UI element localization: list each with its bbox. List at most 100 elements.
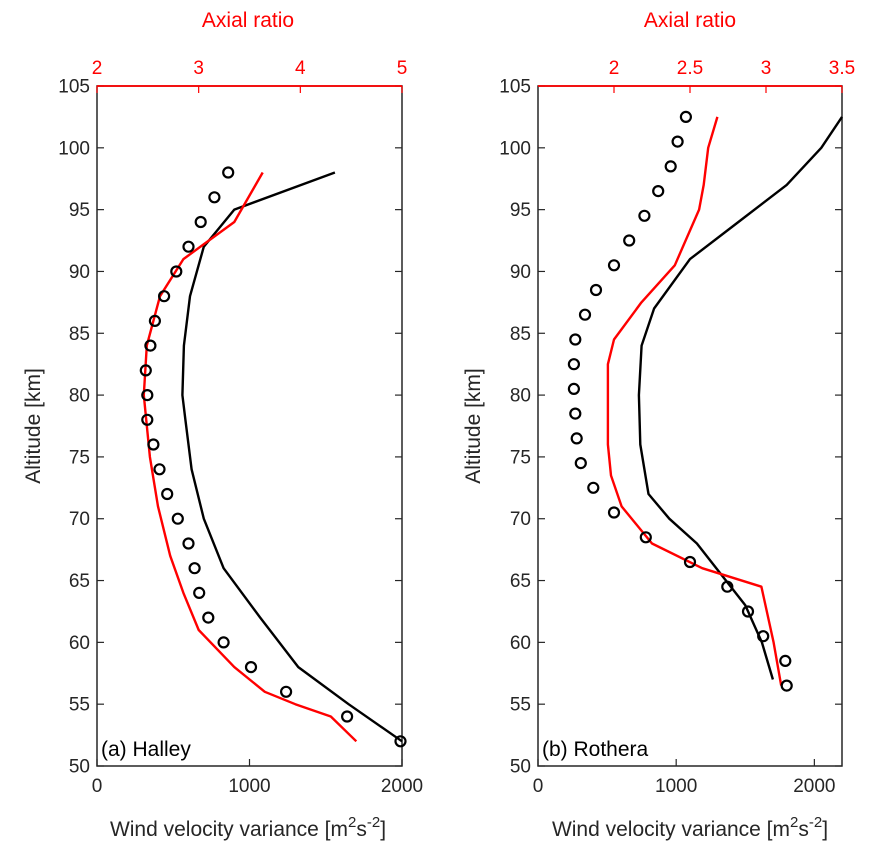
y-tick-label: 80 (69, 386, 90, 407)
variance-marker (607, 259, 621, 272)
variance-marker (721, 580, 734, 593)
variance-marker (194, 215, 207, 229)
variance-marker (202, 611, 215, 624)
plot-area (96, 85, 403, 767)
ticks-layer: 50 55 60 65 70 75 80 85 90 95 100 105 0 1000 2000 2 2.5 3… (499, 58, 855, 797)
y-tick-label: 95 (510, 200, 531, 221)
axial-ratio-line (142, 171, 358, 743)
variance-marker (757, 630, 770, 643)
x-axis-title: Wind velocity variance [m2s-2] (552, 814, 828, 841)
variance-marker (182, 537, 195, 550)
plot-area (537, 85, 843, 767)
x-tick-label: 0 (533, 776, 544, 797)
variance-marker (623, 234, 636, 247)
y-tick-label: 70 (69, 509, 90, 530)
series-layer (139, 166, 407, 748)
x-tick-label: 2000 (793, 776, 835, 797)
x-tick-label: 1000 (655, 776, 697, 797)
variance-marker (341, 710, 354, 723)
ticks-layer: 50 55 60 65 70 75 80 85 90 95 100 105 0 1000 2000 2 3 4 5 (58, 58, 423, 797)
y-tick-label: 60 (510, 633, 531, 654)
x-tick-label: 0 (92, 776, 103, 797)
panel-label: (a) Halley (101, 738, 191, 761)
variance-marker (652, 185, 665, 198)
y-tick-label: 105 (58, 77, 90, 98)
panel-label: (b) Rothera (542, 738, 649, 761)
y-tick-label: 80 (510, 386, 531, 407)
variance-marker (741, 605, 755, 618)
variance-marker (671, 135, 684, 148)
y-tick-label: 85 (69, 324, 90, 345)
y-tick-label: 85 (510, 324, 531, 345)
variance-marker (683, 555, 697, 569)
y-tick-label: 65 (510, 571, 531, 592)
variance-marker (779, 654, 792, 668)
variance-marker (141, 413, 154, 426)
variance-marker (569, 333, 582, 346)
y-tick-label: 105 (499, 77, 531, 98)
variance-marker (638, 209, 651, 222)
variance-marker (607, 506, 621, 519)
variance-marker (141, 389, 154, 402)
variance-marker (222, 166, 235, 179)
variance-marker (188, 562, 201, 575)
variance-marker (587, 481, 600, 494)
y-tick-label: 75 (69, 447, 90, 468)
top-tick-label: 2 (609, 58, 620, 79)
variance-marker (578, 308, 592, 321)
variance-marker (664, 160, 677, 173)
variance-marker (679, 110, 693, 124)
variance-marker (208, 191, 221, 204)
top-axis-title: Axial ratio (644, 9, 736, 32)
top-tick-label: 3 (193, 58, 204, 79)
variance-marker (280, 685, 293, 698)
variance-marker (193, 586, 206, 600)
variance-line (181, 171, 403, 743)
top-tick-label: 4 (295, 58, 306, 79)
variance-marker (171, 512, 184, 525)
y-tick-label: 55 (510, 695, 531, 716)
y-tick-label: 55 (69, 695, 90, 716)
variance-marker (639, 531, 652, 544)
y-tick-label: 100 (58, 138, 90, 159)
y-axis-title: Altitude [km] (22, 368, 45, 484)
panel-rothera: 50 55 60 65 70 75 80 85 90 95 100 105 0 1000 2000 2 2.5 3… (462, 9, 855, 841)
variance-marker (139, 364, 152, 377)
top-tick-label: 2.5 (677, 58, 703, 79)
y-tick-label: 95 (69, 200, 90, 221)
top-tick-label: 3 (761, 58, 772, 79)
variance-marker (567, 382, 581, 395)
y-axis-title: Altitude [km] (462, 368, 485, 484)
x-axis-title-sup: 2 (348, 814, 356, 831)
variance-marker (158, 290, 171, 303)
variance-marker (147, 438, 160, 451)
y-tick-label: 50 (510, 757, 531, 778)
variance-marker (153, 463, 166, 476)
variance-marker (217, 636, 230, 649)
series-layer (567, 110, 843, 692)
y-tick-label: 50 (69, 757, 90, 778)
y-tick-label: 90 (69, 262, 90, 283)
top-tick-label: 5 (397, 58, 408, 79)
top-tick-label: 2 (92, 58, 103, 79)
x-tick-label: 1000 (228, 776, 270, 797)
y-tick-label: 100 (499, 138, 531, 159)
variance-marker (570, 432, 583, 445)
top-axis-title: Axial ratio (202, 9, 294, 32)
y-tick-label: 90 (510, 262, 531, 283)
variance-marker (244, 660, 258, 674)
y-tick-label: 75 (510, 447, 531, 468)
variance-marker (574, 457, 587, 470)
variance-marker (161, 487, 174, 501)
top-tick-label: 3.5 (829, 58, 855, 79)
y-tick-label: 60 (69, 633, 90, 654)
variance-marker (567, 358, 581, 371)
variance-marker (182, 240, 195, 253)
variance-marker (394, 735, 407, 748)
x-axis-title-sup: 2 (790, 814, 798, 831)
variance-marker (569, 407, 582, 420)
variance-line (637, 116, 843, 680)
x-axis-title: Wind velocity variance [m2s-2] (110, 814, 386, 841)
